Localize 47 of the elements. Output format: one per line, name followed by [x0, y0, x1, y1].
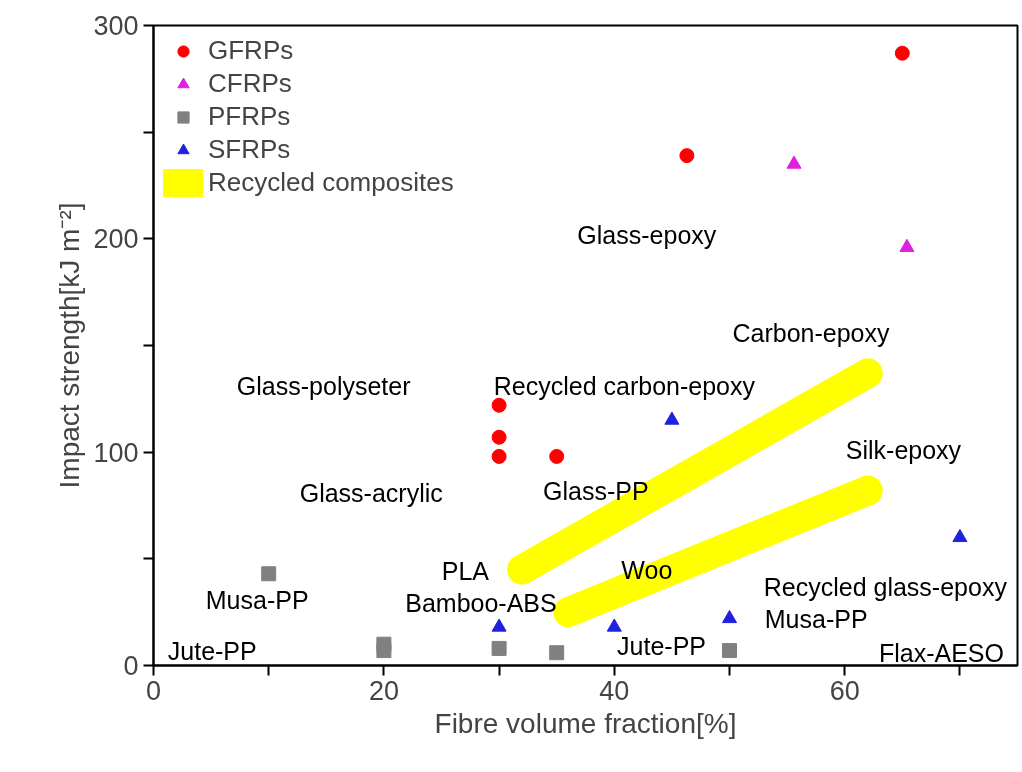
legend-label: PFRPs	[208, 101, 291, 132]
annotation: Recycled carbon-epoxy	[493, 371, 756, 400]
point	[664, 411, 680, 425]
x-tick-label: 60	[829, 675, 860, 706]
point	[549, 448, 565, 464]
annotation: Silk-epoxy	[845, 435, 962, 464]
annotation: Woo	[621, 555, 673, 584]
y-tick-label: 0	[123, 651, 139, 681]
point	[899, 238, 915, 252]
point	[952, 528, 968, 543]
annotation: Jute-PP	[617, 631, 707, 660]
annotation: PLA	[441, 557, 490, 586]
x-tick-label: 20	[368, 675, 399, 706]
annotation: Musa-PP	[205, 586, 309, 615]
annotation: Flax-AESO	[878, 639, 1004, 668]
y-tick-label: 100	[93, 437, 139, 468]
point	[549, 645, 565, 661]
point	[491, 640, 507, 656]
annotation: Musa-PP	[764, 604, 868, 633]
annotation: Jute-PP	[167, 636, 257, 665]
annotation: Glass-polyseter	[236, 371, 411, 400]
annotation: Glass-epoxy	[577, 220, 717, 249]
x-tick-label: 40	[599, 675, 630, 706]
y-tick-label: 300	[93, 11, 139, 41]
point	[722, 609, 737, 624]
point	[894, 45, 910, 61]
annotation: Carbon-epoxy	[732, 318, 891, 347]
annotation: Recycled glass-epoxy	[763, 573, 1008, 602]
point	[491, 448, 507, 464]
y-tick-label: 200	[93, 224, 139, 255]
y-axis-title: Impact strength[kJ m⁻²]	[54, 202, 86, 489]
point	[376, 643, 392, 659]
legend-label: GFRPs	[208, 35, 294, 66]
point	[786, 155, 802, 169]
point	[679, 148, 695, 164]
legend-label: CFRPs	[208, 68, 292, 99]
point	[261, 566, 277, 582]
point	[491, 618, 507, 632]
x-tick-label: 0	[145, 675, 162, 706]
point	[491, 429, 507, 445]
point	[606, 618, 622, 632]
annotation: Bamboo-ABS	[405, 589, 557, 618]
legend-label: Recycled composites	[208, 167, 454, 198]
point	[722, 643, 737, 659]
legend-label: SFRPs	[208, 134, 291, 165]
x-axis-title: Fibre volume fraction[%]	[434, 707, 737, 739]
annotation: Glass-acrylic	[299, 478, 443, 507]
